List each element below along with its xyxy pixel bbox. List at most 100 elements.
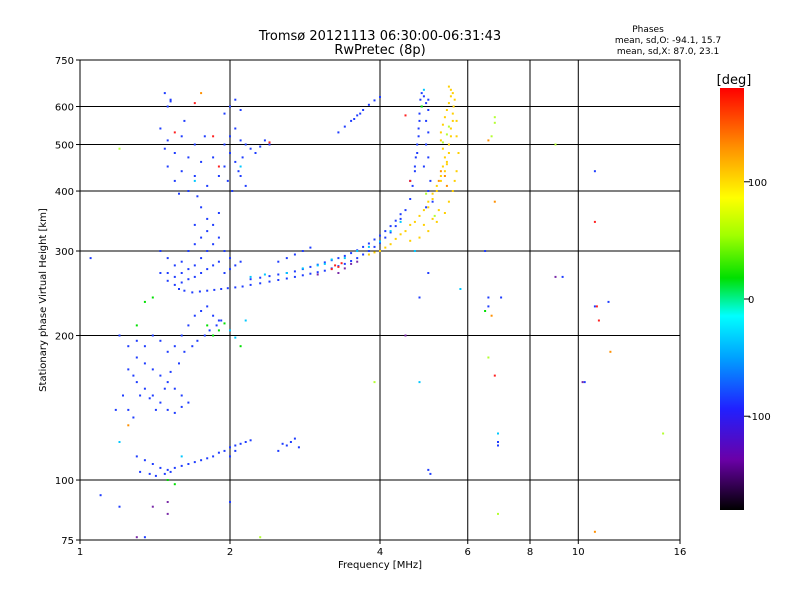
data-point [229, 455, 231, 458]
data-point [447, 143, 450, 146]
data-point [249, 439, 252, 442]
data-point [180, 260, 183, 263]
data-point [200, 272, 203, 274]
data-point [425, 192, 428, 195]
data-point [193, 223, 196, 226]
data-point [581, 381, 584, 384]
data-point [151, 463, 154, 465]
data-point [404, 209, 407, 212]
data-point [203, 135, 206, 138]
data-point [249, 275, 252, 278]
data-point [455, 135, 458, 138]
data-point [487, 139, 490, 142]
data-point [166, 279, 169, 282]
y-tick-label: 500 [55, 141, 74, 152]
data-point [449, 95, 452, 98]
data-point [451, 119, 454, 122]
data-point [178, 192, 180, 195]
data-point [593, 530, 596, 533]
data-point [193, 264, 196, 267]
data-point [178, 288, 180, 290]
data-point [435, 184, 438, 187]
data-point [362, 253, 365, 256]
data-point [384, 246, 387, 249]
data-point [301, 274, 304, 277]
data-point [379, 241, 381, 244]
data-point [427, 156, 430, 159]
data-point [178, 362, 180, 365]
data-point [425, 206, 428, 209]
data-point [193, 243, 196, 246]
y-tick-label: 400 [55, 187, 74, 198]
data-point [337, 257, 340, 260]
data-point [212, 135, 215, 138]
data-point [198, 290, 201, 293]
data-point [437, 179, 440, 182]
data-point [173, 387, 176, 390]
data-point [451, 112, 454, 115]
data-point [206, 457, 209, 460]
data-point [277, 279, 280, 281]
y-tick-label: 300 [55, 247, 74, 258]
colorbar [720, 88, 744, 510]
data-point [411, 184, 414, 187]
data-point [223, 112, 226, 115]
data-point [135, 324, 138, 327]
data-point [127, 408, 130, 411]
data-point [316, 273, 319, 276]
data-point [173, 275, 176, 278]
data-point [431, 217, 434, 220]
data-point [389, 225, 392, 228]
data-point [607, 300, 610, 303]
data-point [169, 470, 172, 473]
data-point [420, 92, 423, 95]
x-tick-label: 2 [227, 547, 233, 558]
data-point [143, 387, 146, 390]
data-point [409, 198, 412, 200]
data-point [203, 334, 206, 337]
data-point [180, 272, 183, 274]
data-point [445, 184, 448, 187]
data-point [99, 494, 102, 497]
data-point [217, 236, 220, 239]
data-point [234, 286, 237, 289]
data-point [151, 334, 154, 337]
data-point [151, 505, 154, 508]
x-tick-label: 10 [572, 547, 585, 558]
data-point [343, 262, 346, 265]
data-point [425, 102, 428, 105]
data-point [187, 268, 190, 271]
data-point [154, 408, 157, 411]
data-point [418, 119, 421, 122]
data-point [143, 536, 146, 539]
data-point [154, 474, 157, 477]
data-point [429, 472, 432, 475]
data-point [239, 442, 242, 445]
chart-title: Tromsø 20121113 06:30:00-06:31:43 [258, 29, 501, 44]
data-point [427, 190, 430, 192]
data-point [118, 505, 121, 508]
data-point [180, 170, 183, 173]
data-point [193, 143, 196, 146]
data-point [183, 350, 186, 353]
data-point [330, 268, 333, 271]
data-point [163, 472, 166, 475]
chart-subtitle: RwPretec (8p) [334, 43, 425, 58]
data-point [484, 310, 487, 312]
data-point [229, 152, 231, 154]
data-point [447, 200, 450, 203]
data-point [490, 314, 493, 317]
data-point [427, 206, 430, 209]
data-point [166, 105, 169, 108]
data-point [217, 175, 220, 177]
data-point [223, 322, 226, 325]
data-point [200, 310, 203, 312]
data-point [217, 212, 220, 214]
data-point [443, 170, 446, 173]
data-point [384, 236, 387, 239]
data-point [200, 160, 203, 163]
data-point [431, 192, 434, 195]
data-point [443, 212, 446, 214]
data-point [439, 175, 442, 177]
data-point [285, 272, 288, 274]
